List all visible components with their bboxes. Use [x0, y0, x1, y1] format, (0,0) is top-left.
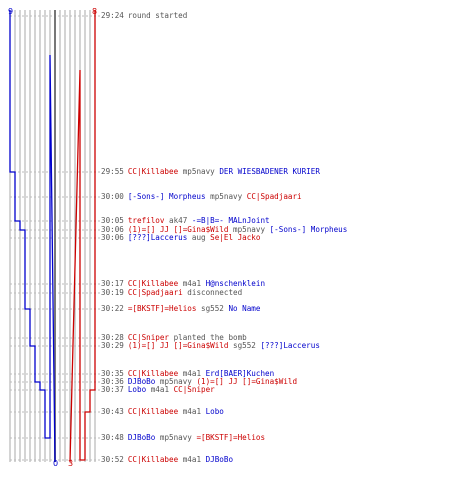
log-entry-time: 30:05	[101, 216, 124, 225]
log-entry-player: DJBoBo	[127, 433, 156, 442]
log-entry-action: sg552	[196, 304, 229, 313]
log-entry-player: CC|Sniper	[173, 385, 215, 394]
log-entry-player: CC|Killabee	[127, 455, 179, 464]
log-entry-player: CC|Spadjaari	[246, 192, 302, 201]
log-entry-time: 30:52	[101, 455, 124, 464]
log-entry-player: CC|Killabee	[127, 407, 179, 416]
log-entry-player: [-Sons-] Morpheus	[269, 225, 348, 234]
log-entry-time: 30:22	[101, 304, 124, 313]
log-entry-player: DER WIESBADENER KURIER	[219, 167, 320, 176]
log-entry-player: Se|El Jacko	[210, 233, 261, 242]
log-entry: 30:19 CC|Spadjaari disconnected	[101, 288, 242, 297]
log-entry-time: 30:48	[101, 433, 124, 442]
log-entry-time: 30:19	[101, 288, 124, 297]
log-entry-time: 30:06	[101, 233, 124, 242]
log-entry-player: CC|Killabee	[127, 279, 179, 288]
log-entry-player: CC|Killabee	[127, 167, 179, 176]
log-entry-time: 30:43	[101, 407, 124, 416]
log-entry-player: =[BKSTF]=Helios	[127, 304, 197, 313]
score-top-right: 8	[92, 7, 98, 16]
log-entry: 30:06 (1)=[] JJ []=Gina$Wild mp5navy [-So…	[101, 225, 347, 234]
log-entry-action: m4a1	[146, 385, 174, 394]
log-entry-player: DJBoBo	[205, 455, 234, 464]
log-entry-player: Lobo	[127, 385, 147, 394]
team-red-alive-line	[69, 10, 96, 463]
log-entry-time: 29:24	[101, 11, 124, 20]
log-entry-player: CC|Sniper	[127, 333, 170, 342]
log-entry-time: 30:00	[101, 192, 124, 201]
log-entry: 30:29 (1)=[] JJ []=Gina$Wild sg552 [???]L…	[101, 341, 320, 350]
log-entry-action: m4a1	[178, 407, 206, 416]
log-entry-player: (1)=[] JJ []=Gina$Wild	[127, 225, 229, 234]
log-entry-player: =[BKSTF]=Helios	[196, 433, 266, 442]
log-entry: 30:06 [???]Laccerus aug Se|El Jacko	[101, 233, 260, 242]
log-entry-action: m4a1	[178, 279, 206, 288]
log-entry-action: round started	[127, 11, 188, 20]
log-entry: 30:43 CC|Killabee m4a1 Lobo	[101, 407, 224, 416]
log-entry-time: 30:28	[101, 333, 124, 342]
log-entry: 30:37 Lobo m4a1 CC|Sniper	[101, 385, 215, 394]
log-entry: 30:36 DJBoBo mp5navy (1)=[] JJ []=Gina$Wi…	[101, 377, 297, 386]
log-entry-player: Erd[BAER]Kuchen	[205, 369, 275, 378]
log-entry-time: 30:36	[101, 377, 124, 386]
log-entry-action: mp5navy	[155, 433, 197, 442]
log-entry-action: planted the bomb	[169, 333, 247, 342]
log-entry-player: [-Sons-] Morpheus	[127, 192, 206, 201]
log-entry-player: -=B|B=- MALnJoint	[191, 216, 270, 225]
log-entry-player: H@nschenklein	[205, 279, 266, 288]
log-entry: 29:55 CC|Killabee mp5navy DER WIESBADENER…	[101, 167, 320, 176]
log-entry: 30:28 CC|Sniper planted the bomb	[101, 333, 247, 342]
log-entry-time: 29:55	[101, 167, 124, 176]
log-entry-action: disconnected	[182, 288, 243, 297]
log-entry: 30:00 [-Sons-] Morpheus mp5navy CC|Spadja…	[101, 192, 302, 201]
log-entry-player: No Name	[228, 304, 261, 313]
log-entry-time: 30:06	[101, 225, 124, 234]
log-entry-action: ak47	[164, 216, 192, 225]
log-entry-player: DJBoBo	[127, 377, 156, 386]
log-entry-time: 30:37	[101, 385, 124, 394]
log-entry: 30:35 CC|Killabee m4a1 Erd[BAER]Kuchen	[101, 369, 274, 378]
log-entry-action: mp5navy	[205, 192, 247, 201]
log-entry-action: aug	[187, 233, 211, 242]
log-entry: 30:05 trefilov ak47 -=B|B=- MALnJoint	[101, 216, 270, 225]
score-bottom-right: 3	[68, 459, 74, 468]
log-entry-player: CC|Killabee	[127, 369, 179, 378]
log-entry-player: [???]Laccerus	[260, 341, 320, 350]
log-entry-action: sg552	[228, 341, 261, 350]
log-entry-action: mp5navy	[228, 225, 270, 234]
log-entry-action: mp5navy	[155, 377, 197, 386]
log-entry-time: 30:17	[101, 279, 124, 288]
log-entry-time: 30:29	[101, 341, 124, 350]
score-bottom-left: 0	[53, 459, 59, 468]
log-entry-action: mp5navy	[178, 167, 220, 176]
log-entry-player: (1)=[] JJ []=Gina$Wild	[127, 341, 229, 350]
log-entry-time: 30:35	[101, 369, 124, 378]
team-blue-alive-line	[9, 10, 56, 463]
log-entry-player: CC|Spadjaari	[127, 288, 183, 297]
log-entry-player: Lobo	[205, 407, 224, 416]
log-entry-player: [???]Laccerus	[127, 233, 188, 242]
log-entry-action: m4a1	[178, 455, 206, 464]
log-entry: 30:22 =[BKSTF]=Helios sg552 No Name	[101, 304, 260, 313]
log-entry-player: (1)=[] JJ []=Gina$Wild	[196, 377, 298, 386]
score-top-left: 9	[8, 7, 14, 16]
log-entry-action: m4a1	[178, 369, 206, 378]
log-entry-player: trefilov	[127, 216, 165, 225]
log-entry: 30:52 CC|Killabee m4a1 DJBoBo	[101, 455, 233, 464]
log-entry: 30:17 CC|Killabee m4a1 H@nschenklein	[101, 279, 265, 288]
log-entry: 30:48 DJBoBo mp5navy =[BKSTF]=Helios	[101, 433, 265, 442]
log-entry: 29:24 round started	[101, 11, 187, 20]
